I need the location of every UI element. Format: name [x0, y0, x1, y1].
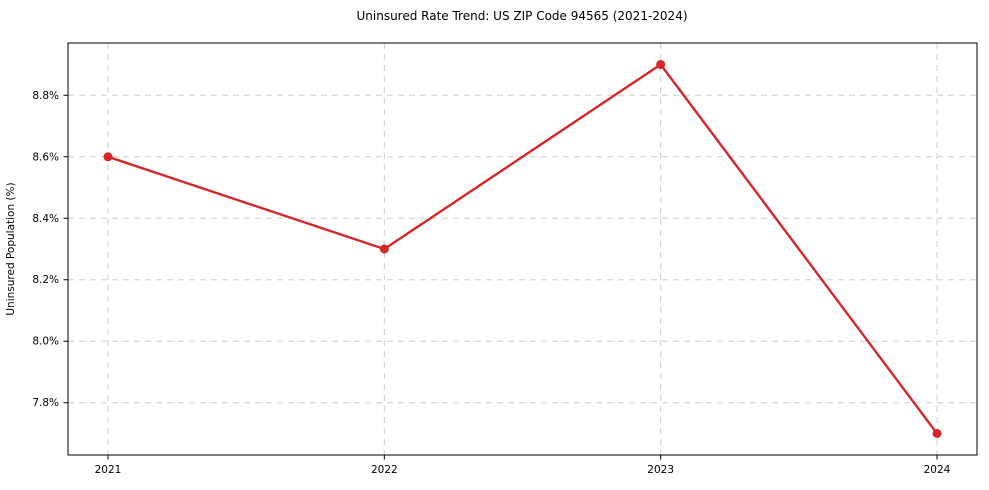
gridlines: [68, 43, 977, 455]
y-tick-label: 8.8%: [32, 90, 59, 102]
data-point: [103, 152, 113, 162]
data-point: [656, 60, 666, 70]
x-tick-label: 2022: [371, 464, 398, 476]
trend-line: [106, 63, 939, 435]
y-tick-label: 8.4%: [32, 213, 59, 225]
y-axis-label: Uninsured Population (%): [5, 182, 17, 315]
data-point: [379, 244, 389, 254]
data-series: [103, 60, 942, 438]
plot-border: [67, 42, 978, 456]
y-tick-label: 7.8%: [32, 397, 59, 409]
data-point: [932, 428, 942, 438]
tick-labels: 2021 2022 2023 2024 7.8% 8.0% 8.2% 8.4% 8.6% 8.8%: [32, 90, 950, 476]
y-tick-label: 8.6%: [32, 151, 59, 163]
x-tick-label: 2021: [95, 464, 122, 476]
chart-title: Uninsured Rate Trend: US ZIP Code 94565 …: [356, 9, 687, 23]
axes-frame: [63, 42, 978, 460]
x-tick-label: 2023: [647, 464, 674, 476]
y-tick-label: 8.0%: [32, 336, 59, 348]
x-tick-label: 2024: [924, 464, 951, 476]
y-tick-label: 8.2%: [32, 274, 59, 286]
